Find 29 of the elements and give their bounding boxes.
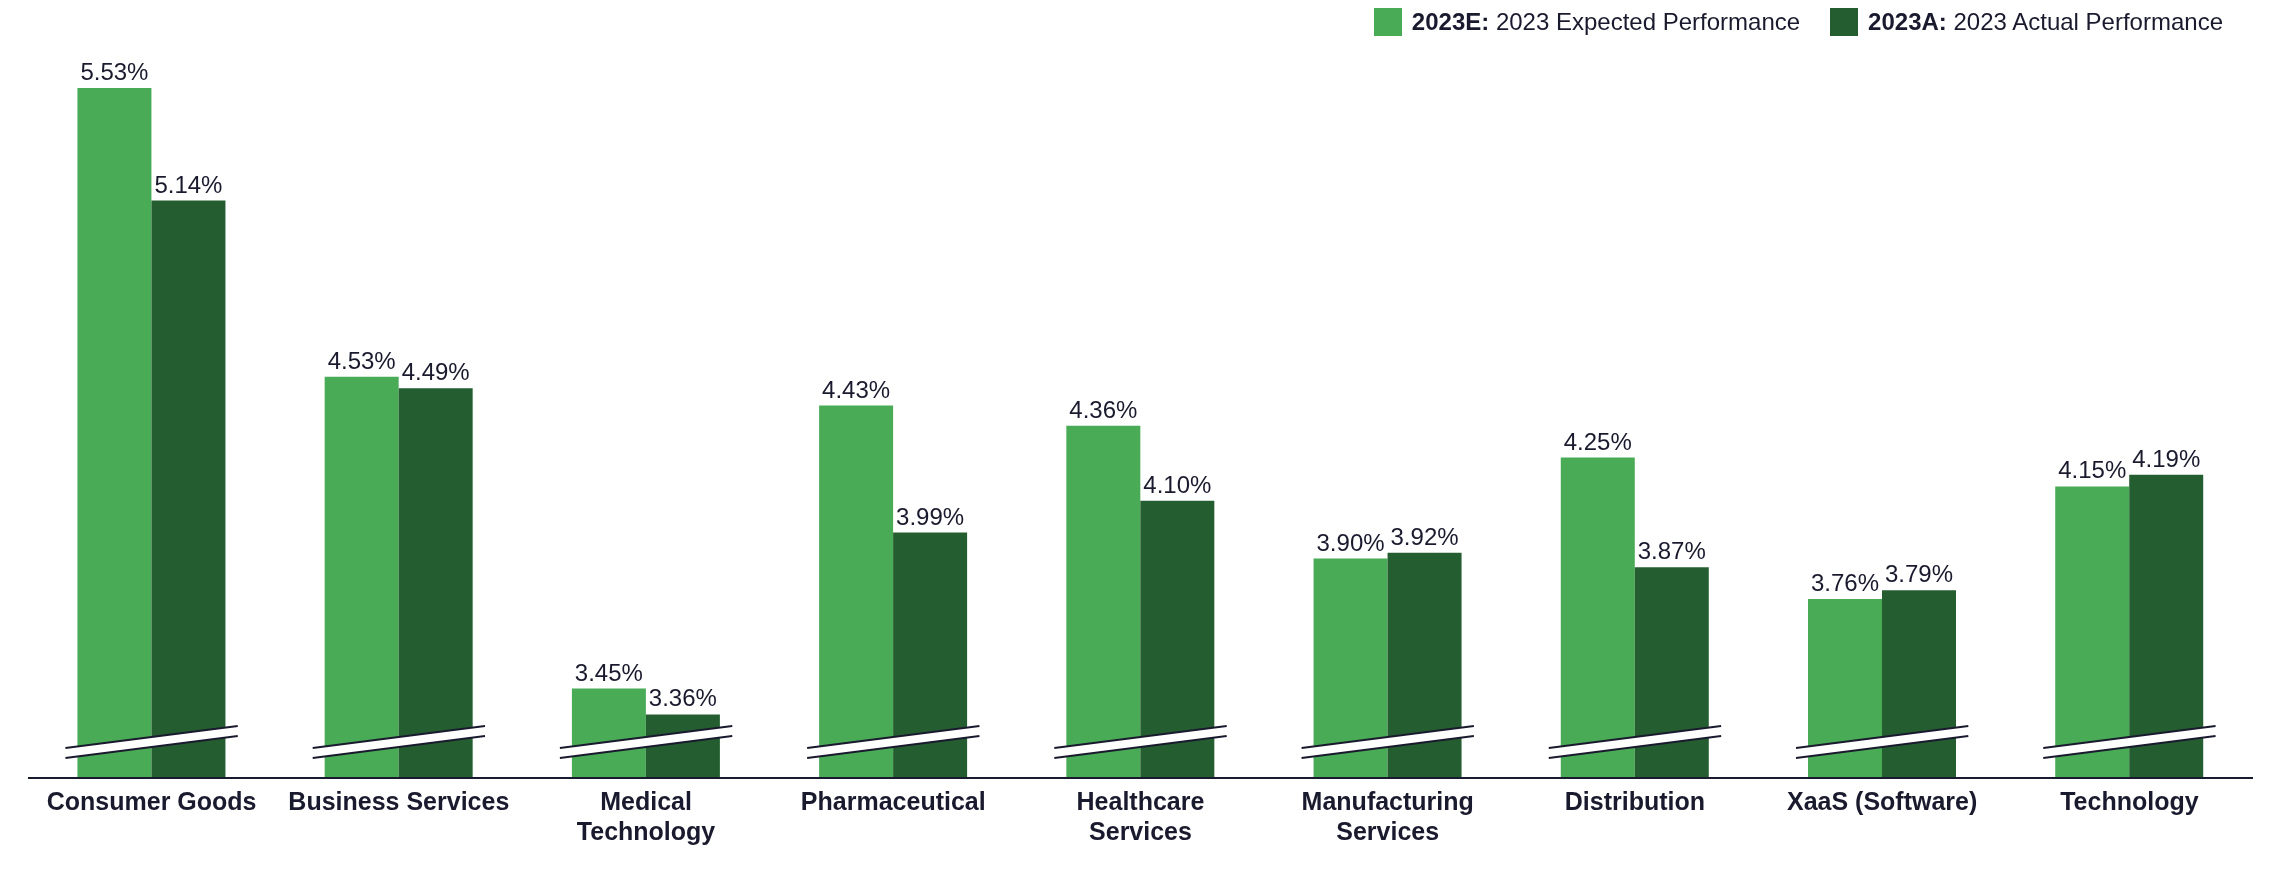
x-tick-label: Distribution — [1564, 787, 1706, 815]
data-label: 4.36% — [1069, 395, 1138, 423]
x-tick-label: Medical Technology — [576, 787, 716, 845]
x-tick-label: Technology — [2060, 787, 2199, 815]
data-label: 5.14% — [154, 170, 223, 198]
x-tick-label: Healthcare Services — [1076, 787, 1205, 845]
data-label: 4.53% — [327, 346, 396, 374]
x-tick-label: Consumer Goods — [46, 787, 257, 815]
data-label: 3.92% — [1390, 522, 1459, 550]
x-tick-label: Manufacturing Services — [1301, 787, 1474, 845]
x-tick-label: Business Services — [288, 787, 510, 815]
data-label: 3.76% — [1810, 569, 1880, 596]
data-label: 4.49% — [401, 358, 470, 386]
data-label: 4.25% — [1563, 427, 1632, 455]
data-label: 4.19% — [2132, 444, 2201, 472]
legend-label: 2023E: 2023 Expected Performance — [1411, 8, 1801, 36]
data-label: 5.53% — [80, 58, 149, 85]
data-label: 4.10% — [1143, 470, 1212, 498]
data-label: 4.15% — [2058, 456, 2127, 484]
data-label: 3.45% — [574, 658, 643, 686]
data-label: 3.90% — [1316, 528, 1385, 556]
legend-label: 2023A: 2023 Actual Performance — [1868, 8, 2223, 36]
x-tick-label: XaaS (Software) — [1786, 787, 1978, 815]
x-tick-label: Pharmaceutical — [800, 787, 986, 815]
data-label: 4.43% — [822, 375, 891, 403]
data-label: 3.99% — [896, 502, 965, 530]
data-label: 3.87% — [1637, 537, 1706, 565]
data-label: 3.79% — [1884, 560, 1954, 588]
data-label: 3.36% — [648, 684, 717, 712]
